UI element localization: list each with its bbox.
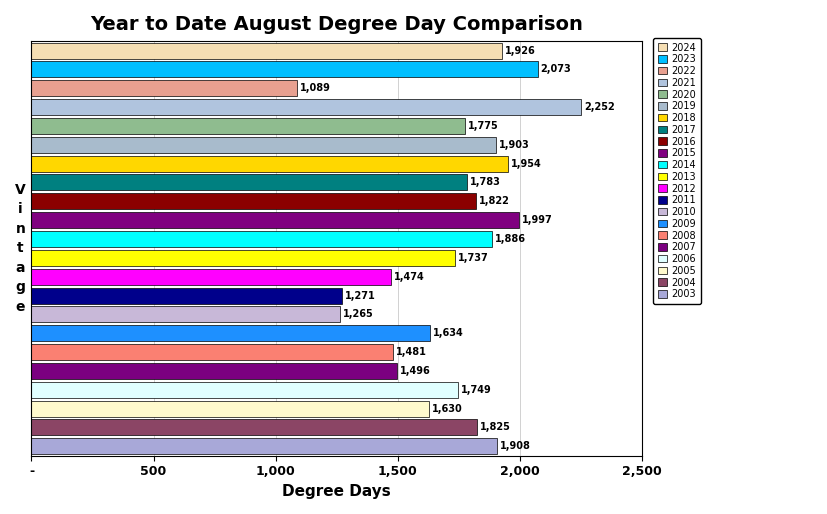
Text: 1,634: 1,634 bbox=[433, 328, 463, 338]
Text: 2,252: 2,252 bbox=[583, 102, 614, 112]
Text: 1,737: 1,737 bbox=[458, 253, 489, 263]
Text: 1,481: 1,481 bbox=[395, 347, 426, 357]
Bar bbox=[31, 212, 519, 228]
Bar bbox=[31, 156, 508, 172]
Bar bbox=[31, 80, 297, 96]
Bar bbox=[31, 61, 537, 78]
Text: 1,997: 1,997 bbox=[521, 215, 552, 225]
Text: 1,825: 1,825 bbox=[480, 423, 510, 432]
Bar bbox=[31, 325, 430, 341]
Title: Year to Date August Degree Day Comparison: Year to Date August Degree Day Compariso… bbox=[90, 15, 582, 34]
Y-axis label: V
i
n
t
a
g
e: V i n t a g e bbox=[15, 183, 26, 314]
Text: 1,089: 1,089 bbox=[300, 83, 331, 93]
Text: 1,954: 1,954 bbox=[511, 159, 542, 169]
X-axis label: Degree Days: Degree Days bbox=[282, 484, 390, 499]
Text: 1,496: 1,496 bbox=[399, 366, 430, 376]
Text: 1,926: 1,926 bbox=[504, 46, 534, 56]
Bar bbox=[31, 438, 497, 454]
Bar bbox=[31, 174, 466, 191]
Bar bbox=[31, 250, 455, 266]
Bar bbox=[31, 193, 476, 209]
Bar bbox=[31, 363, 396, 379]
Text: 1,271: 1,271 bbox=[344, 290, 375, 301]
Text: 1,265: 1,265 bbox=[342, 309, 374, 319]
Text: 1,630: 1,630 bbox=[432, 403, 462, 414]
Text: 1,783: 1,783 bbox=[469, 177, 500, 188]
Text: 2,073: 2,073 bbox=[540, 64, 571, 75]
Text: 1,886: 1,886 bbox=[495, 234, 525, 244]
Text: 1,749: 1,749 bbox=[461, 385, 491, 395]
Bar bbox=[31, 382, 458, 398]
Text: 1,474: 1,474 bbox=[394, 272, 424, 282]
Text: 1,908: 1,908 bbox=[500, 442, 530, 451]
Bar bbox=[31, 43, 501, 59]
Bar bbox=[31, 287, 342, 304]
Text: 1,775: 1,775 bbox=[467, 121, 498, 131]
Legend: 2024, 2023, 2022, 2021, 2020, 2019, 2018, 2017, 2016, 2015, 2014, 2013, 2012, 20: 2024, 2023, 2022, 2021, 2020, 2019, 2018… bbox=[652, 38, 700, 304]
Bar bbox=[31, 137, 495, 153]
Text: 1,903: 1,903 bbox=[499, 140, 529, 150]
Bar bbox=[31, 344, 393, 360]
Bar bbox=[31, 118, 464, 134]
Bar bbox=[31, 231, 491, 247]
Text: 1,822: 1,822 bbox=[479, 196, 509, 206]
Bar bbox=[31, 99, 581, 115]
Bar bbox=[31, 419, 476, 435]
Bar bbox=[31, 400, 429, 417]
Bar bbox=[31, 306, 340, 322]
Bar bbox=[31, 269, 391, 285]
